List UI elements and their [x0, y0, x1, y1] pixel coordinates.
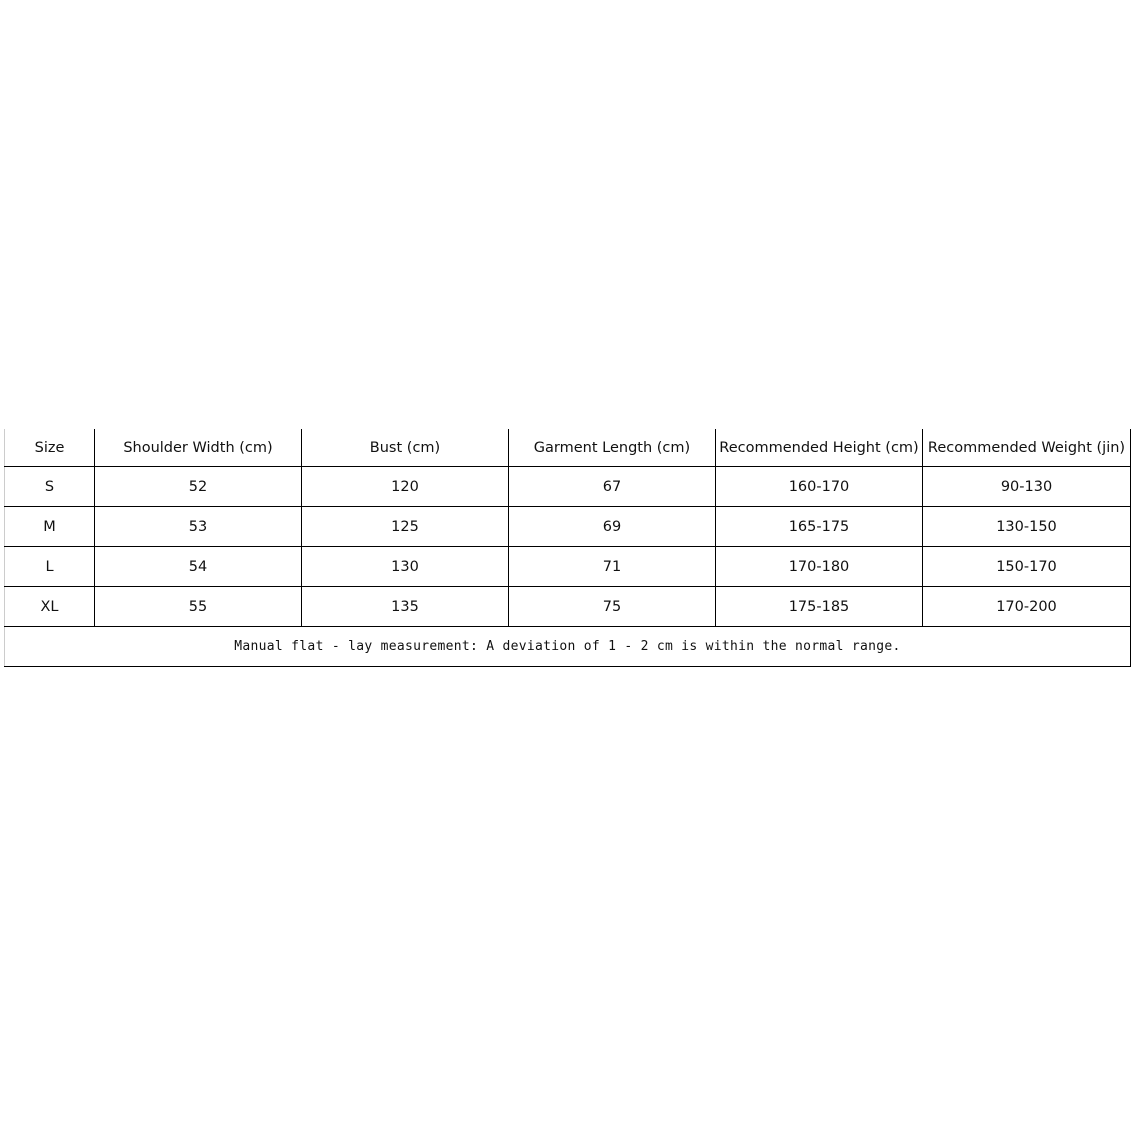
- size-chart-table: Size Shoulder Width (cm) Bust (cm) Garme…: [4, 429, 1131, 667]
- cell-garment-length: 67: [508, 466, 716, 507]
- cell-recommended-height: 165-175: [715, 506, 923, 547]
- header-recommended-height: Recommended Height (cm): [715, 429, 923, 467]
- header-row: Size Shoulder Width (cm) Bust (cm) Garme…: [4, 429, 1131, 467]
- cell-bust: 120: [301, 466, 509, 507]
- cell-bust: 125: [301, 506, 509, 547]
- cell-bust: 135: [301, 586, 509, 627]
- cell-size: S: [4, 466, 95, 507]
- header-bust: Bust (cm): [301, 429, 509, 467]
- cell-recommended-weight: 90-130: [922, 466, 1131, 507]
- cell-recommended-height: 160-170: [715, 466, 923, 507]
- cell-size: L: [4, 546, 95, 587]
- cell-garment-length: 71: [508, 546, 716, 587]
- cell-garment-length: 69: [508, 506, 716, 547]
- measurement-note: Manual flat - lay measurement: A deviati…: [4, 626, 1131, 667]
- table-row: XL 55 135 75 175-185 170-200: [4, 586, 1131, 627]
- cell-bust: 130: [301, 546, 509, 587]
- cell-recommended-height: 175-185: [715, 586, 923, 627]
- cell-size: M: [4, 506, 95, 547]
- header-recommended-weight: Recommended Weight (jin): [922, 429, 1131, 467]
- cell-recommended-weight: 150-170: [922, 546, 1131, 587]
- cell-size: XL: [4, 586, 95, 627]
- cell-recommended-height: 170-180: [715, 546, 923, 587]
- cell-recommended-weight: 130-150: [922, 506, 1131, 547]
- cell-garment-length: 75: [508, 586, 716, 627]
- cell-shoulder-width: 53: [94, 506, 302, 547]
- header-size: Size: [4, 429, 95, 467]
- table-row: S 52 120 67 160-170 90-130: [4, 466, 1131, 507]
- cell-shoulder-width: 55: [94, 586, 302, 627]
- cell-shoulder-width: 54: [94, 546, 302, 587]
- cell-shoulder-width: 52: [94, 466, 302, 507]
- cell-recommended-weight: 170-200: [922, 586, 1131, 627]
- note-row: Manual flat - lay measurement: A deviati…: [4, 626, 1131, 667]
- table-row: L 54 130 71 170-180 150-170: [4, 546, 1131, 587]
- header-garment-length: Garment Length (cm): [508, 429, 716, 467]
- header-shoulder-width: Shoulder Width (cm): [94, 429, 302, 467]
- table-row: M 53 125 69 165-175 130-150: [4, 506, 1131, 547]
